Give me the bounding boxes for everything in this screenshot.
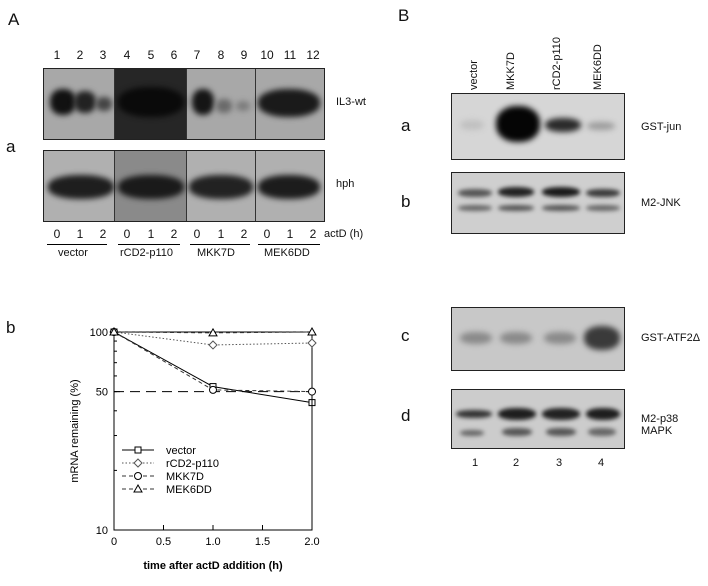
time-point-label: 1 bbox=[286, 227, 294, 241]
series-line-rcd2-p110 bbox=[113, 331, 313, 346]
lane-number: 8 bbox=[217, 48, 225, 62]
lane-header-vector: vector bbox=[468, 60, 480, 90]
lane-number: 1 bbox=[53, 48, 61, 62]
b-lane-number: 1 bbox=[472, 457, 479, 469]
lane-number: 4 bbox=[123, 48, 131, 62]
data-point-rcd2-p110 bbox=[307, 338, 317, 348]
time-point-label: 1 bbox=[147, 227, 155, 241]
time-point-label: 1 bbox=[76, 227, 84, 241]
lane-number: 5 bbox=[147, 48, 155, 62]
kinase-blot-m2-p38 bbox=[451, 389, 625, 449]
x-axis-label: time after actD addition (h) bbox=[143, 560, 283, 572]
group-label-rcd2-p110: rCD2-p110 bbox=[120, 247, 173, 259]
blot-a-letter: a bbox=[401, 116, 411, 135]
time-point-label: 2 bbox=[309, 227, 317, 241]
lane-number: 11 bbox=[283, 48, 297, 62]
group-label-vector: vector bbox=[58, 247, 88, 259]
blot-c-letter: c bbox=[401, 326, 410, 345]
group-underline bbox=[118, 244, 180, 245]
blot-d-letter: d bbox=[401, 406, 411, 425]
x-tick-label: 0.5 bbox=[156, 536, 171, 548]
lane-number: 2 bbox=[76, 48, 84, 62]
data-point-mkk7d bbox=[308, 387, 316, 396]
legend-marker bbox=[133, 458, 143, 468]
panel-a-letter: A bbox=[8, 10, 20, 29]
panel-a-sub-a-letter: a bbox=[6, 137, 16, 156]
lane-header-mkk7d: MKK7D bbox=[505, 52, 517, 90]
kinase-blot-gst-jun bbox=[451, 93, 625, 160]
kinase-blot-m2-jnk bbox=[451, 172, 625, 234]
legend-marker bbox=[134, 472, 142, 480]
m2-p38-label: M2-p38 MAPK bbox=[641, 413, 679, 437]
time-point-label: 2 bbox=[99, 227, 107, 241]
lane-number: 6 bbox=[170, 48, 178, 62]
gst-jun-label: GST-jun bbox=[641, 121, 682, 133]
gst-atf2-label: GST-ATF2Δ bbox=[641, 332, 701, 344]
data-point-rcd2-p110 bbox=[208, 340, 218, 350]
group-underline bbox=[258, 244, 320, 245]
y-tick-label: 100 bbox=[90, 327, 108, 339]
m2-jnk-label: M2-JNK bbox=[641, 197, 681, 209]
panel-a-sub-b-letter: b bbox=[6, 318, 16, 337]
data-point-mek6dd bbox=[109, 326, 119, 336]
x-tick-label: 1.0 bbox=[205, 536, 220, 548]
legend-label: vector bbox=[166, 445, 196, 457]
legend-marker bbox=[134, 446, 142, 454]
b-lane-number: 2 bbox=[513, 457, 520, 469]
legend-label: MKK7D bbox=[166, 471, 204, 483]
x-tick-label: 2.0 bbox=[304, 536, 319, 548]
panel-b-letter: B bbox=[398, 6, 410, 25]
plot-frame bbox=[113, 331, 313, 531]
y-tick-label: 50 bbox=[96, 387, 108, 399]
lane-number: 9 bbox=[240, 48, 248, 62]
actd-label: actD (h) bbox=[324, 228, 364, 240]
b-lane-number: 3 bbox=[556, 457, 563, 469]
time-point-label: 2 bbox=[170, 227, 178, 241]
mrna-decay-chart: 0 0.5 1.0 1.5 2.0 10 50 100 time after actD addi… bbox=[69, 326, 320, 572]
lane-number: 10 bbox=[260, 48, 274, 62]
lane-header-rcd2-p110: rCD2-p110 bbox=[551, 37, 563, 90]
northern-blot-il3-wt bbox=[43, 68, 325, 140]
lane-number: 3 bbox=[99, 48, 107, 62]
y-tick-label: 10 bbox=[96, 525, 108, 537]
time-point-label: 0 bbox=[263, 227, 271, 241]
legend-label: MEK6DD bbox=[166, 484, 212, 496]
lane-number: 12 bbox=[306, 48, 320, 62]
time-point-label: 0 bbox=[123, 227, 131, 241]
kinase-blot-gst-atf2 bbox=[451, 307, 625, 371]
lane-header-mek6dd: MEK6DD bbox=[592, 44, 604, 90]
time-point-label: 1 bbox=[217, 227, 225, 241]
group-underline bbox=[47, 244, 107, 245]
blot-b-letter: b bbox=[401, 192, 411, 211]
data-point-mek6dd bbox=[208, 327, 218, 337]
y-axis-label: mRNA remaining (%) bbox=[69, 379, 81, 482]
lane-number: 7 bbox=[193, 48, 201, 62]
data-point-mek6dd bbox=[307, 326, 317, 336]
il3-wt-label: IL3-wt bbox=[336, 96, 366, 108]
group-label-mkk7d: MKK7D bbox=[197, 247, 235, 259]
time-point-label: 0 bbox=[193, 227, 201, 241]
group-underline bbox=[190, 244, 250, 245]
legend-marker bbox=[133, 483, 143, 493]
data-point-mkk7d bbox=[209, 385, 217, 394]
legend-label: rCD2-p110 bbox=[166, 458, 219, 470]
x-tick-label: 0 bbox=[111, 536, 117, 548]
b-lane-number: 4 bbox=[598, 457, 605, 469]
group-label-mek6dd: MEK6DD bbox=[264, 247, 310, 259]
time-point-label: 0 bbox=[53, 227, 61, 241]
hph-label: hph bbox=[336, 178, 355, 190]
northern-blot-hph bbox=[43, 150, 325, 222]
time-point-label: 2 bbox=[240, 227, 248, 241]
x-tick-label: 1.5 bbox=[255, 536, 270, 548]
